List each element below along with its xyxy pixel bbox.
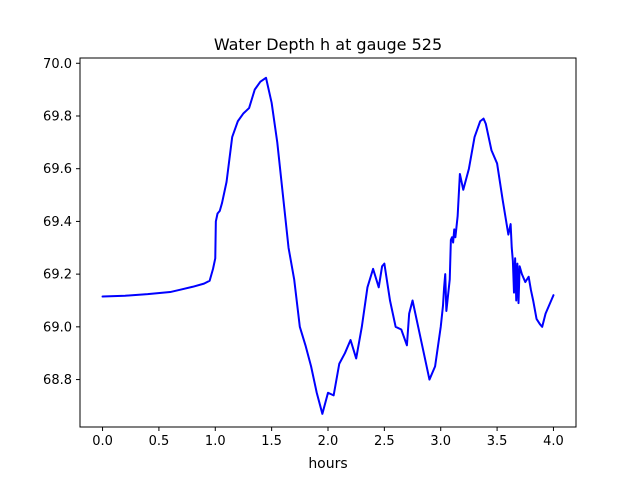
y-tick-label: 70.0 bbox=[43, 57, 72, 72]
y-tick-label: 69.2 bbox=[43, 268, 72, 283]
plot-frame bbox=[79, 57, 577, 428]
x-tick-label: 3.5 bbox=[487, 434, 508, 449]
y-tick-label: 68.8 bbox=[43, 373, 72, 388]
y-tick-label: 69.4 bbox=[43, 215, 72, 230]
x-tick-label: 4.0 bbox=[543, 434, 564, 449]
x-tick-label: 0.5 bbox=[149, 434, 170, 449]
series-line-0 bbox=[101, 76, 555, 415]
y-tick-label: 69.0 bbox=[43, 320, 72, 335]
x-tick-label: 1.0 bbox=[205, 434, 226, 449]
x-tick-label: 3.0 bbox=[430, 434, 451, 449]
y-tick-label: 69.8 bbox=[43, 109, 72, 124]
y-tick-label: 69.6 bbox=[43, 162, 72, 177]
x-axis-title: hours bbox=[308, 456, 347, 472]
chart-title: Water Depth h at gauge 525 bbox=[214, 35, 442, 54]
plot-area bbox=[101, 76, 555, 415]
x-tick-label: 0.0 bbox=[92, 434, 113, 449]
axes: 0.0 0.5 1.0 1.5 2.0 2.5 3.0 3.5 4.0 68.8 69.0 69.2 6… bbox=[43, 57, 577, 449]
x-tick-label: 2.0 bbox=[318, 434, 339, 449]
x-tick-label: 1.5 bbox=[261, 434, 282, 449]
x-tick-label: 2.5 bbox=[374, 434, 395, 449]
